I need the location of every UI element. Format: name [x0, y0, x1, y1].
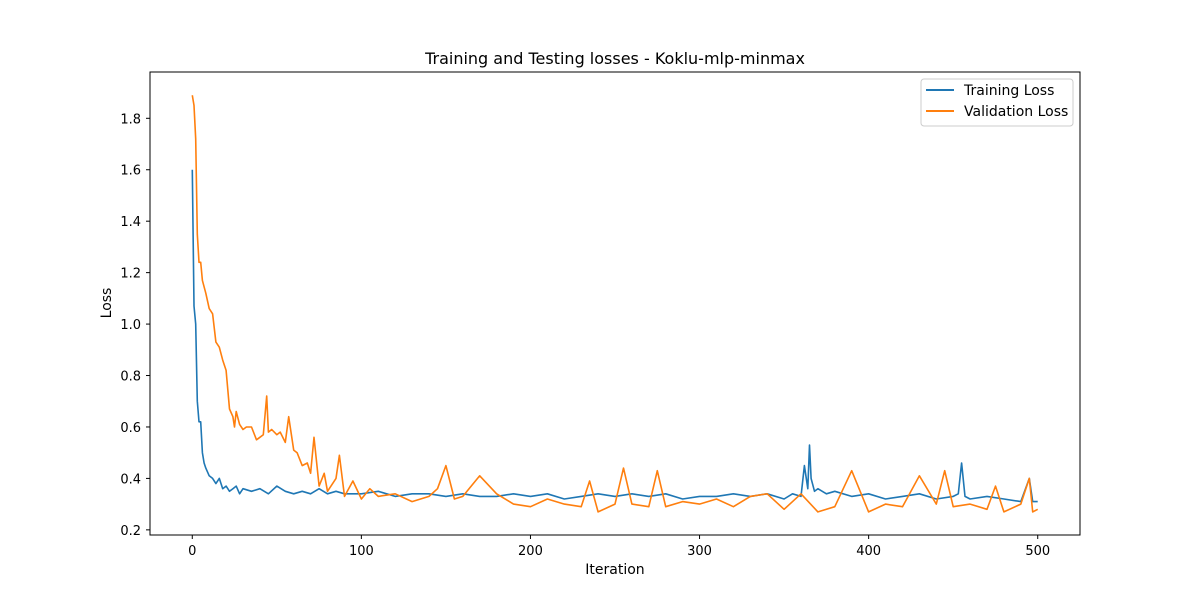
legend-label-validation-loss: Validation Loss	[964, 104, 1068, 120]
y-tick-label: 0.4	[120, 472, 141, 487]
x-tick-label: 200	[518, 544, 543, 559]
legend-label-training-loss: Training Loss	[963, 83, 1054, 99]
chart-title: Training and Testing losses - Koklu-mlp-…	[424, 49, 805, 68]
y-tick-label: 1.6	[120, 164, 141, 179]
y-tick-label: 1.0	[120, 318, 141, 333]
x-axis-label: Iteration	[585, 562, 644, 578]
y-tick-label: 1.8	[120, 112, 141, 127]
axes-frame	[149, 71, 1081, 536]
x-tick-label: 400	[856, 544, 881, 559]
plot-area	[191, 95, 1039, 513]
y-tick-label: 1.4	[120, 215, 141, 230]
x-tick-label: 100	[349, 544, 374, 559]
y-tick-label: 0.8	[120, 370, 141, 385]
series-line-validation-loss	[191, 95, 1039, 513]
y-axis-label: Loss	[99, 288, 115, 319]
x-axis: 0 100 200 300 400 500	[188, 535, 1050, 559]
y-axis: 0.2 0.4 0.6 0.8 1.0 1.2 1.4 1.6 1.8	[120, 112, 150, 539]
series-line-training-loss	[191, 169, 1038, 503]
x-tick-label: 0	[188, 544, 196, 559]
x-tick-label: 300	[687, 544, 712, 559]
y-tick-label: 1.2	[120, 267, 141, 282]
y-tick-label: 0.6	[120, 421, 141, 436]
y-tick-label: 0.2	[120, 524, 141, 539]
legend: Training Loss Validation Loss	[920, 78, 1074, 127]
legend-box	[920, 78, 1074, 127]
x-tick-label: 500	[1025, 544, 1050, 559]
